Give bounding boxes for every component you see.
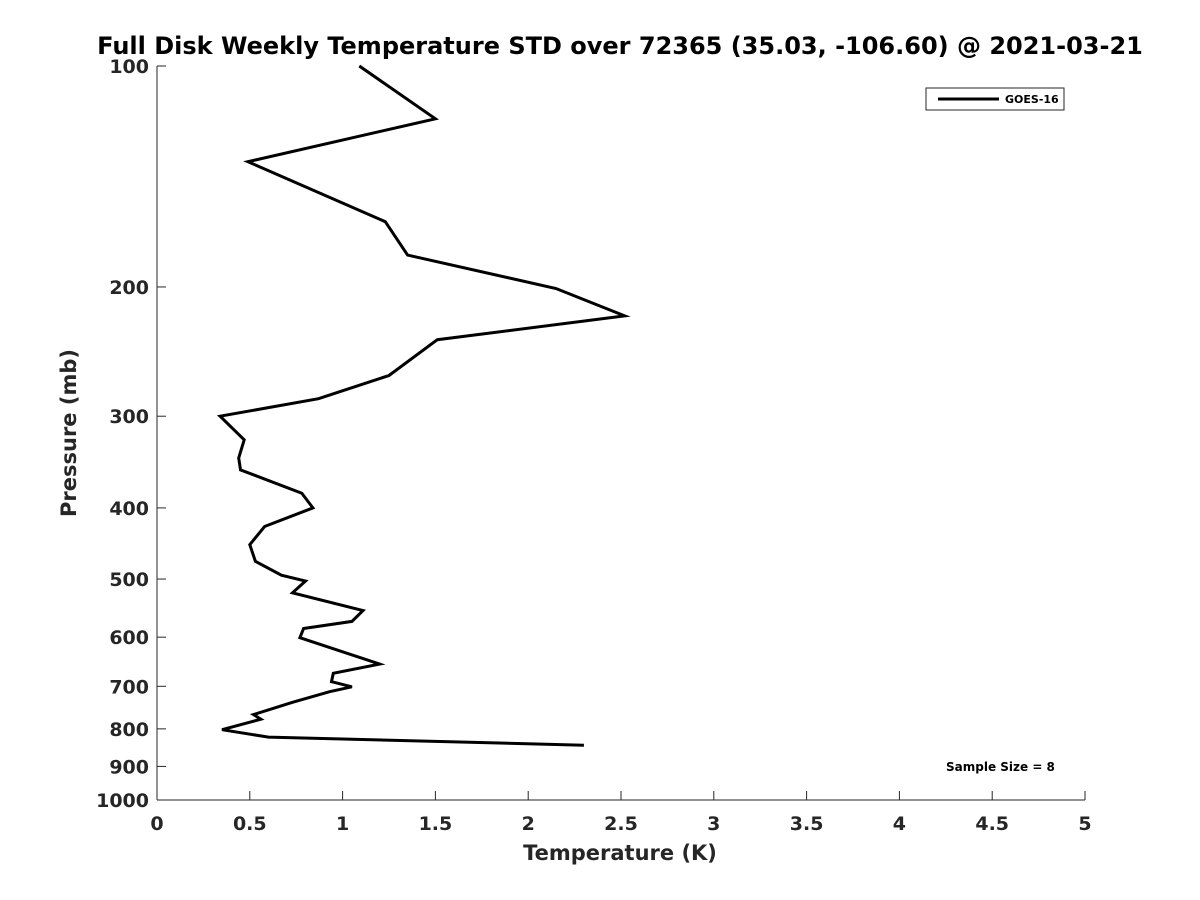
- y-tick-label: 100: [109, 56, 149, 78]
- y-tick-label: 200: [109, 277, 149, 299]
- x-tick-label: 0.5: [233, 813, 267, 835]
- series-line-goes-16: [216, 64, 631, 747]
- y-tick-label: 600: [109, 627, 149, 649]
- y-tick-label: 1000: [96, 790, 149, 812]
- series-group: [216, 64, 631, 747]
- y-tick-label: 900: [109, 756, 149, 778]
- legend: GOES-16: [925, 87, 1065, 111]
- x-tick-label: 1.5: [419, 813, 453, 835]
- y-tick-label: 300: [109, 406, 149, 428]
- chart-title: Full Disk Weekly Temperature STD over 72…: [97, 32, 1143, 60]
- x-tick-label: 3: [707, 813, 720, 835]
- x-tick-label: 4: [893, 813, 906, 835]
- sample-size-note: Sample Size = 8: [946, 760, 1055, 774]
- x-axis-label: Temperature (K): [523, 841, 717, 865]
- y-tick-label: 400: [109, 498, 149, 520]
- x-axis-ticks: 0 0.5 1 1.5 2 2.5 3 3.5 4 4.5 5: [150, 791, 1092, 835]
- x-tick-label: 0: [150, 813, 163, 835]
- x-tick-label: 2: [522, 813, 535, 835]
- y-tick-label: 500: [109, 569, 149, 591]
- y-axis-ticks: 100 200 300 400 500 600 700 800 900 1000: [96, 56, 166, 812]
- x-tick-label: 5: [1078, 813, 1091, 835]
- y-tick-label: 700: [109, 676, 149, 698]
- y-axis-label: Pressure (mb): [57, 349, 81, 517]
- legend-label-goes-16: GOES-16: [1005, 93, 1059, 106]
- x-tick-label: 1: [336, 813, 349, 835]
- x-tick-label: 2.5: [604, 813, 638, 835]
- x-tick-label: 3.5: [790, 813, 824, 835]
- x-tick-label: 4.5: [975, 813, 1009, 835]
- y-tick-label: 800: [109, 719, 149, 741]
- plot-axes: [156, 66, 1085, 801]
